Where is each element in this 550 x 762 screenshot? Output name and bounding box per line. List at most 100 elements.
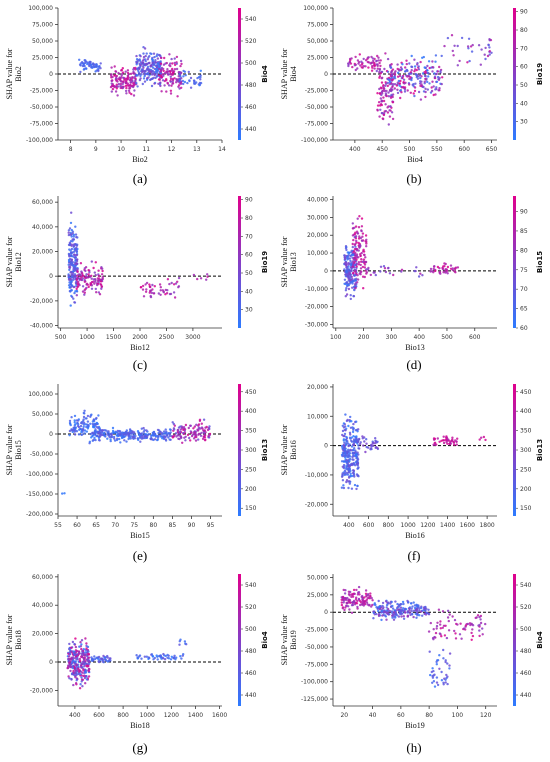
scatter-point	[435, 80, 439, 84]
scatter-point	[128, 87, 132, 90]
scatter-point	[438, 667, 441, 670]
scatter-point	[184, 74, 187, 77]
scatter-point	[415, 266, 418, 269]
colorbar-tick-label: 450	[520, 389, 532, 396]
scatter-point	[370, 69, 374, 72]
scatter-point	[102, 661, 105, 664]
scatter-point	[177, 85, 180, 89]
scatter-point	[79, 62, 83, 65]
scatter-point	[141, 82, 144, 86]
scatter-point	[342, 484, 345, 487]
colorbar-tick-label: 440	[520, 692, 532, 699]
scatter-point	[349, 62, 353, 65]
scatter-point	[387, 601, 390, 604]
scatter-point	[344, 606, 347, 609]
scatter-point	[89, 414, 93, 417]
scatter-point	[126, 69, 130, 72]
scatter-point	[69, 669, 72, 673]
scatter-point	[365, 242, 368, 245]
scatter-point	[352, 422, 355, 426]
scatter-point	[157, 74, 161, 77]
scatter-point	[355, 588, 358, 592]
scatter-point	[132, 431, 136, 434]
scatter-point	[153, 432, 157, 435]
scatter-point	[384, 84, 387, 88]
scatter-point	[97, 291, 101, 294]
scatter-point	[381, 76, 384, 80]
scatter-point	[344, 597, 347, 600]
scatter-point	[436, 621, 439, 624]
scatter-point	[478, 438, 481, 441]
scatter-point	[119, 441, 122, 444]
scatter-point	[387, 91, 390, 94]
scatter-point	[364, 240, 367, 243]
scatter-point	[142, 295, 146, 298]
scatter-point	[439, 633, 442, 636]
scatter-point	[394, 600, 397, 603]
scatter-point	[393, 613, 396, 616]
scatter-point	[85, 430, 89, 433]
x-tick-label: 120	[480, 712, 492, 719]
scatter-point	[409, 91, 412, 95]
scatter-point	[355, 487, 358, 491]
scatter-point	[391, 83, 395, 86]
scatter-point	[342, 601, 345, 604]
scatter-point	[408, 77, 411, 81]
scatter-point	[85, 644, 88, 648]
scatter-point	[157, 436, 160, 439]
scatter-point	[439, 627, 442, 630]
scatter-point	[426, 80, 429, 84]
scatter-point	[169, 89, 173, 93]
scatter-point	[340, 598, 343, 601]
scatter-point	[346, 601, 349, 605]
scatter-point	[80, 676, 83, 679]
scatter-point	[355, 248, 359, 251]
scatter-point	[433, 685, 437, 688]
scatter-point	[138, 433, 141, 437]
scatter-point	[203, 439, 207, 442]
scatter-point	[196, 76, 199, 80]
scatter-point	[414, 612, 417, 615]
scatter-point	[481, 633, 484, 636]
scatter-point	[145, 281, 149, 285]
scatter-point	[342, 422, 346, 425]
scatter-point	[178, 431, 181, 435]
scatter-point	[94, 273, 97, 277]
scatter-point	[162, 652, 165, 656]
scatter-point	[360, 225, 364, 228]
scatter-point	[199, 277, 203, 280]
colorbar-tick-label: 60	[520, 325, 528, 332]
y-tick-label: 60,000	[32, 199, 53, 206]
scatter-point	[413, 606, 417, 610]
scatter-point	[78, 657, 82, 661]
scatter-point	[189, 439, 192, 442]
scatter-point	[345, 246, 348, 249]
x-tick-label: 10	[117, 146, 125, 153]
scatter-point	[396, 91, 400, 95]
scatter-point	[435, 660, 438, 664]
scatter-point	[141, 68, 144, 71]
scatter-point	[358, 447, 361, 450]
scatter-point	[486, 54, 490, 58]
scatter-point	[177, 276, 181, 280]
scatter-point	[169, 77, 173, 81]
scatter-point	[165, 292, 169, 295]
scatter-point	[349, 415, 352, 419]
scatter-point	[441, 76, 444, 79]
scatter-point	[431, 667, 434, 670]
scatter-point	[359, 254, 362, 258]
colorbar	[238, 196, 241, 328]
scatter-point	[340, 444, 344, 448]
x-tick-label: 400	[413, 334, 425, 341]
x-axis-label: Bio19	[405, 721, 425, 730]
colorbar-tick-label: 500	[245, 626, 257, 633]
scatter-point	[349, 590, 352, 594]
colorbar-tick-label: 480	[245, 82, 257, 89]
scatter-point	[146, 65, 150, 69]
scatter-point	[164, 428, 167, 431]
x-tick-label: 400	[343, 522, 355, 529]
scatter-point	[111, 426, 115, 430]
scatter-point	[345, 479, 349, 482]
x-tick-label: 1000	[140, 712, 155, 719]
scatter-point	[99, 283, 102, 286]
